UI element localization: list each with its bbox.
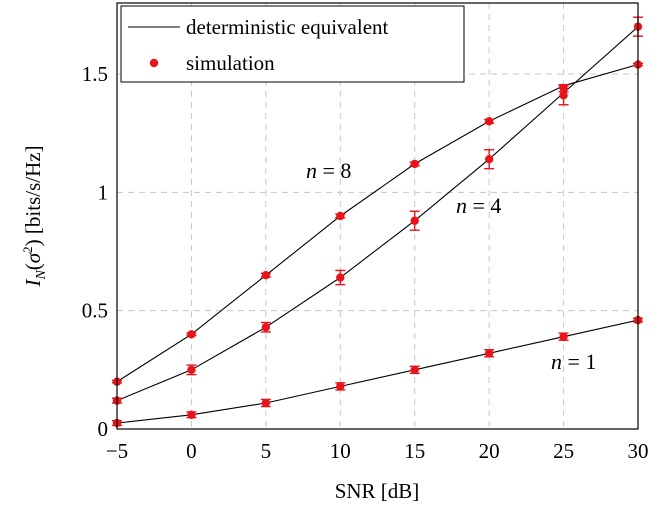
simulation-point-n4 <box>335 269 346 286</box>
deterministic-equivalent-lines <box>116 26 639 424</box>
deterministic-line-n1 <box>116 319 639 424</box>
annotation-n1: n = 1 <box>551 349 596 374</box>
simulation-point-n8 <box>484 117 495 126</box>
y-axis-label: IN(σ2) [bits/s/Hz] <box>20 145 49 287</box>
y-tick-label: 0.5 <box>82 299 108 323</box>
deterministic-line-n4 <box>116 26 639 402</box>
plot-frame <box>116 2 639 430</box>
simulation-point-n1 <box>558 332 569 341</box>
annotation-n8: n = 8 <box>306 158 351 183</box>
simulation-point-n8 <box>409 159 420 169</box>
simulation-point-n1 <box>335 382 346 391</box>
simulation-point-n1 <box>186 410 197 419</box>
x-tick-label: 30 <box>628 439 649 463</box>
annotation-n4: n = 4 <box>456 193 501 218</box>
legend-entry-simulation: simulation <box>186 51 275 75</box>
x-tick-label: −5 <box>106 439 128 463</box>
y-tick-label: 1 <box>98 180 109 204</box>
x-axis-label: SNR [dB] <box>335 479 420 503</box>
simulation-point-n4 <box>260 321 271 333</box>
simulation-point-n4 <box>558 85 569 106</box>
simulation-point-n8 <box>335 211 346 221</box>
y-tick-labels: 0 0.5 1 1.5 <box>82 62 108 441</box>
legend-entry-deterministic: deterministic equivalent <box>186 15 389 39</box>
legend-marker-simulation <box>149 58 159 68</box>
x-tick-label: 10 <box>330 439 351 463</box>
simulation-point-n1 <box>484 349 495 358</box>
x-tick-label: 15 <box>404 439 425 463</box>
simulation-point-n8 <box>186 330 197 339</box>
simulation-point-n4 <box>186 364 197 376</box>
legend: deterministic equivalent simulation <box>120 5 465 83</box>
simulation-point-n4 <box>409 210 420 231</box>
y-tick-label: 0 <box>98 417 109 441</box>
legend-box <box>120 5 465 83</box>
x-tick-label: 20 <box>479 439 500 463</box>
y-tick-label: 1.5 <box>82 62 108 86</box>
deterministic-line-n8 <box>116 63 639 383</box>
simulation-point-n1 <box>409 365 420 375</box>
x-tick-label: 0 <box>186 439 197 463</box>
simulation-point-n1 <box>260 398 271 408</box>
x-tick-label: 5 <box>261 439 272 463</box>
x-tick-label: 25 <box>553 439 574 463</box>
simulation-point-n4 <box>484 149 495 170</box>
simulation-point-n8 <box>260 270 271 280</box>
x-tick-labels: −5 0 5 10 15 20 25 30 <box>106 439 649 463</box>
